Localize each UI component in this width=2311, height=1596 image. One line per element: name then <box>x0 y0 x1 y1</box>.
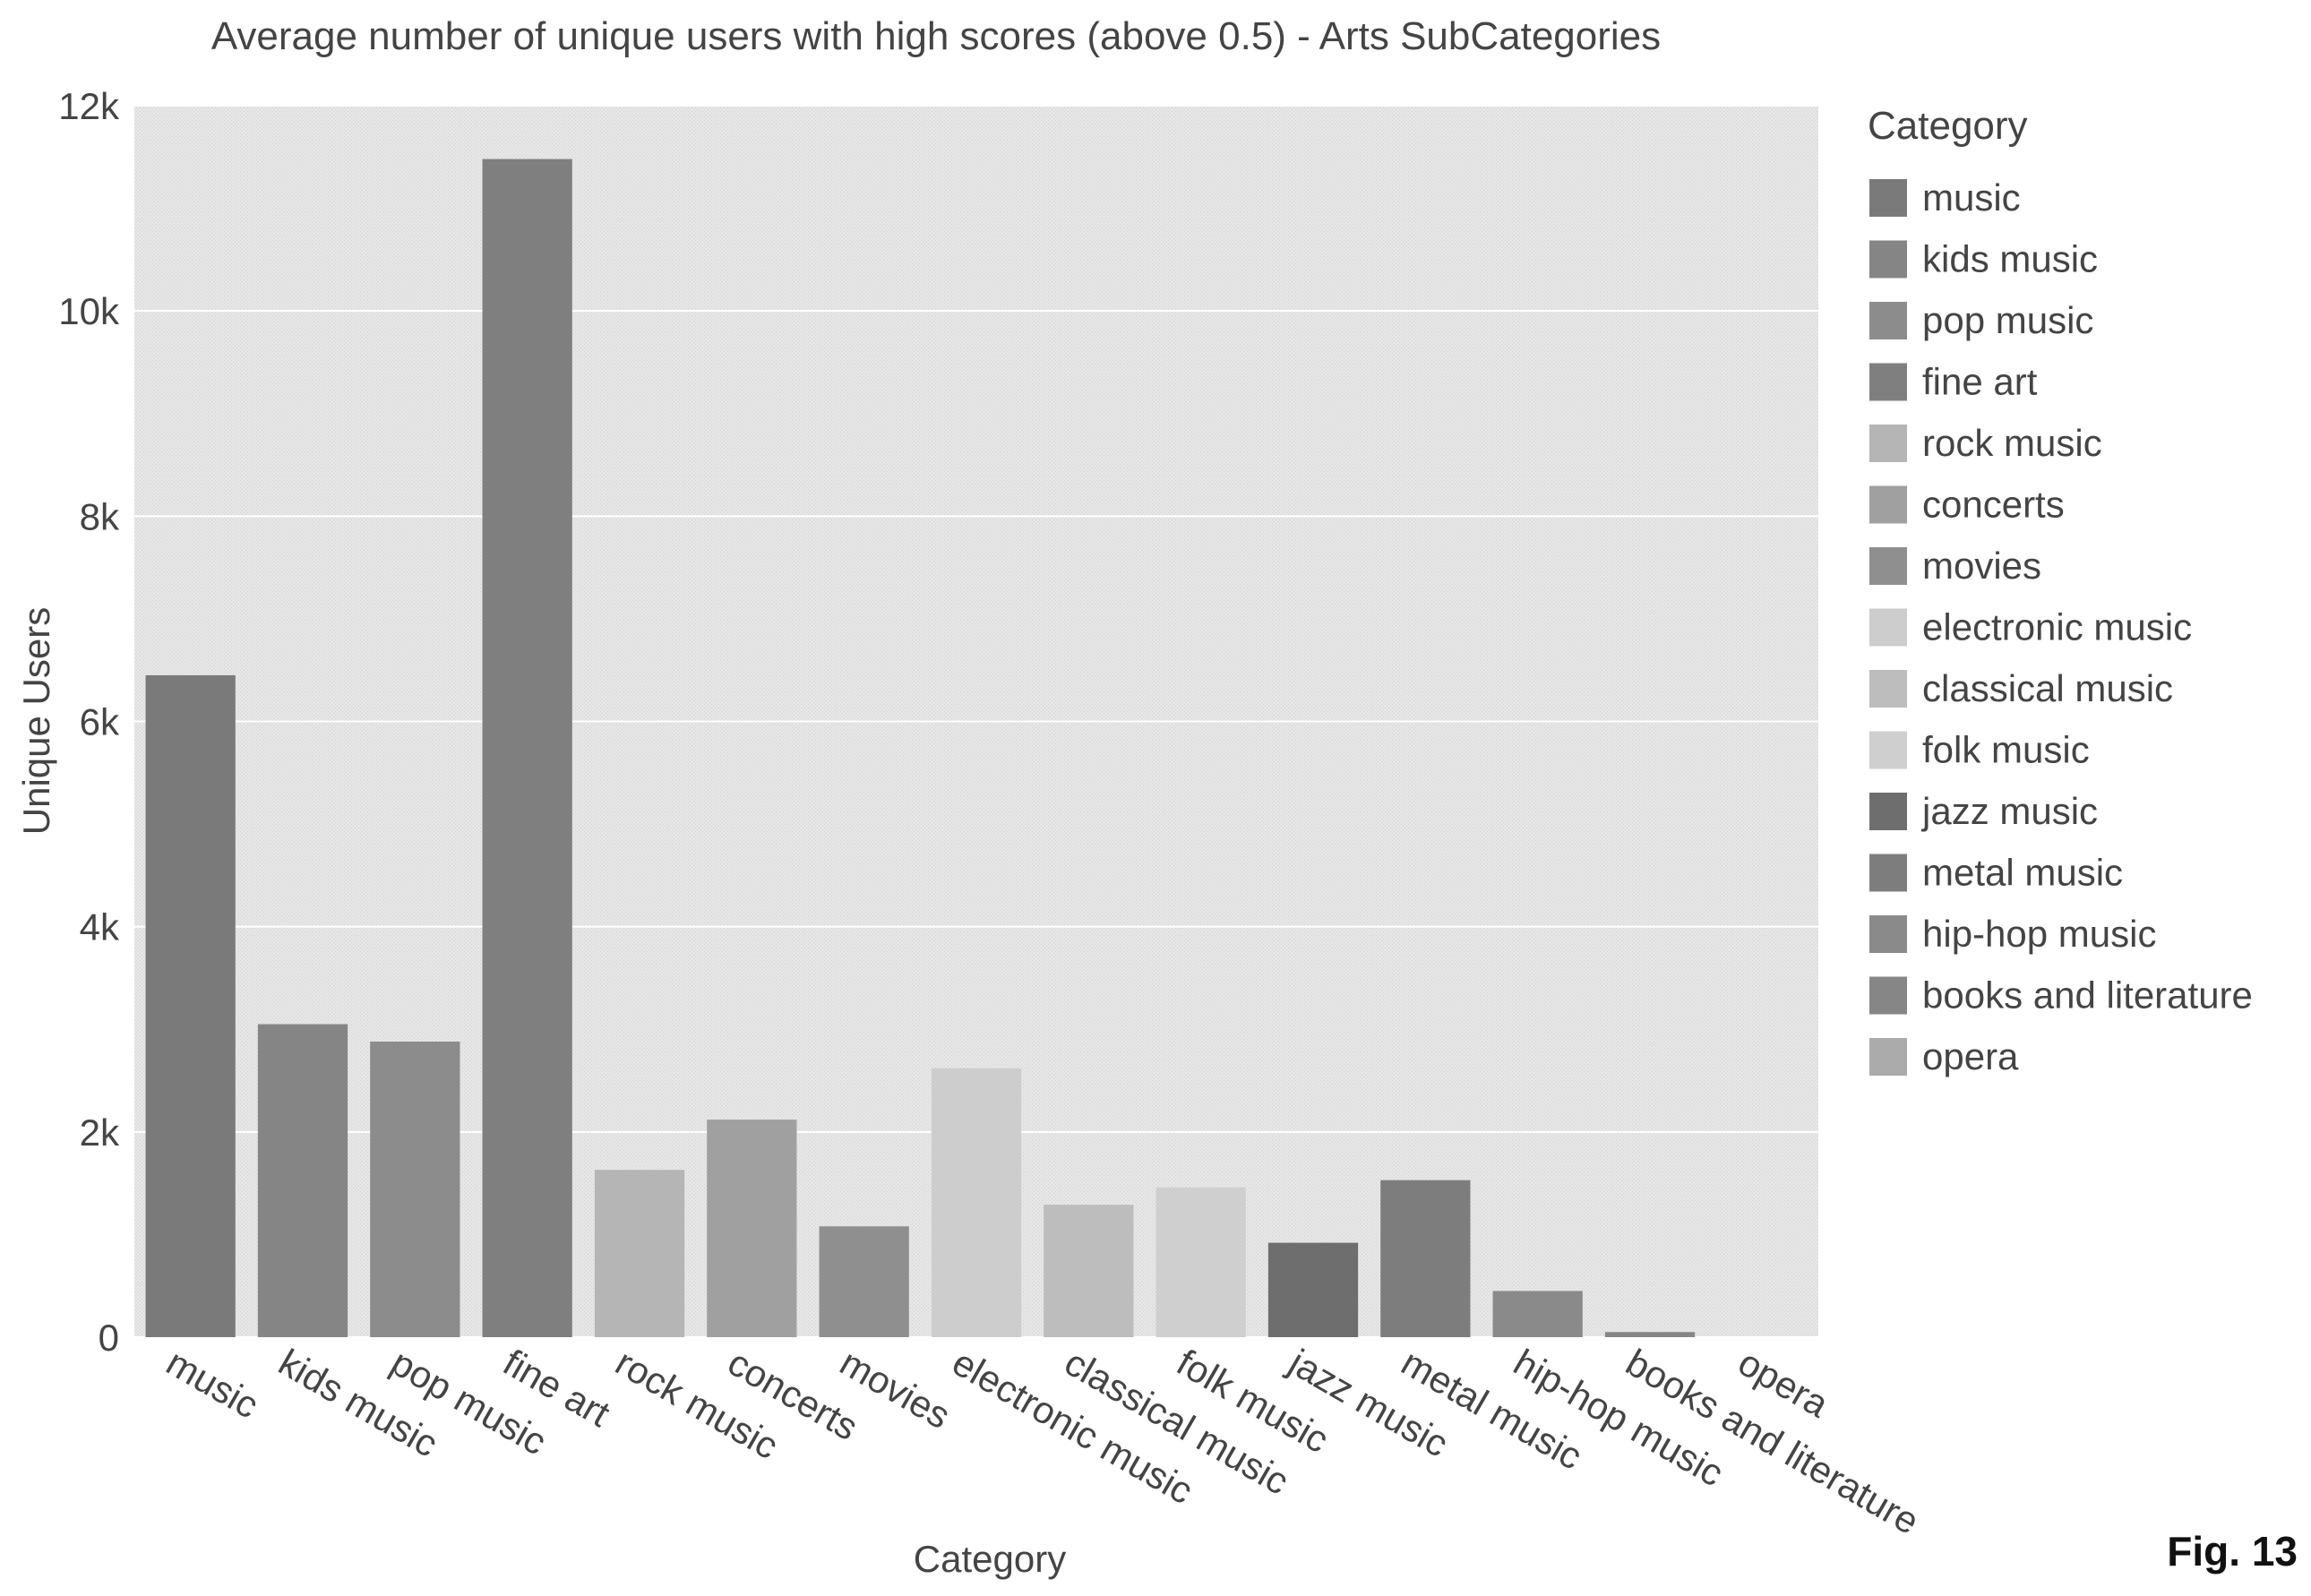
legend-item-label: folk music <box>1922 729 2090 771</box>
bar-books-and-literature <box>1604 1332 1696 1337</box>
legend-swatch <box>1869 302 1907 339</box>
legend-swatch <box>1869 1038 1907 1076</box>
legend-swatch <box>1869 363 1907 401</box>
legend-item-label: electronic music <box>1922 606 2192 648</box>
bar-music <box>145 674 236 1337</box>
legend-swatch <box>1869 976 1907 1015</box>
bar-metal-music <box>1380 1180 1471 1337</box>
bar-movies <box>819 1226 909 1337</box>
legend-item-label: concerts <box>1922 484 2065 526</box>
bar-pop-music <box>370 1042 460 1337</box>
legend-item-label: music <box>1922 176 2021 219</box>
y-tick-label: 2k <box>80 1111 120 1154</box>
legend-item-label: opera <box>1922 1035 2019 1077</box>
legend-item-label: fine art <box>1922 361 2038 403</box>
y-axis-ticks: 0 2k 4k 6k 8k 10k 12k <box>58 85 120 1359</box>
legend-swatch <box>1869 425 1907 462</box>
bar-folk-music <box>1156 1187 1246 1337</box>
legend-item-label: kids music <box>1922 238 2098 280</box>
legend-item-label: rock music <box>1922 422 2102 464</box>
legend-swatch <box>1869 485 1907 524</box>
bar-kids-music <box>257 1024 348 1337</box>
x-tick-label: music <box>159 1341 265 1427</box>
legend-swatch <box>1869 240 1907 279</box>
legend-swatch <box>1869 731 1907 769</box>
legend-swatch <box>1869 915 1907 953</box>
bar-classical-music <box>1044 1205 1134 1337</box>
legend-swatch <box>1869 670 1907 708</box>
y-tick-label: 6k <box>80 701 120 743</box>
bar-jazz-music <box>1267 1242 1359 1337</box>
legend-swatch <box>1869 854 1907 892</box>
legend-title: Category <box>1868 104 2028 148</box>
legend: Category music kids music pop music fine ar… <box>1868 104 2253 1077</box>
figure-label: Fig. 13 <box>2167 1528 2298 1575</box>
bar-hip-hop-music <box>1492 1291 1583 1337</box>
y-tick-label: 4k <box>80 906 120 948</box>
y-tick-label: 10k <box>58 290 120 332</box>
legend-swatch <box>1869 793 1907 830</box>
legend-swatch <box>1869 179 1907 217</box>
legend-item-label: classical music <box>1922 667 2173 709</box>
legend-item-label: pop music <box>1922 299 2093 341</box>
legend-item-label: metal music <box>1922 852 2123 894</box>
y-axis-title: Unique Users <box>15 607 57 835</box>
y-tick-label: 12k <box>58 85 120 127</box>
bar-electronic-music <box>931 1068 1022 1337</box>
legend-item-label: books and literature <box>1922 974 2253 1017</box>
legend-item-label: movies <box>1922 545 2041 587</box>
legend-item-label: jazz music <box>1920 790 2098 832</box>
y-tick-label: 8k <box>80 495 120 537</box>
x-axis-title: Category <box>914 1538 1066 1580</box>
legend-swatch <box>1869 608 1907 647</box>
legend-item-label: hip-hop music <box>1922 913 2156 955</box>
bars <box>145 159 1696 1337</box>
legend-swatch <box>1869 547 1907 585</box>
bar-fine-art <box>482 159 572 1337</box>
y-tick-label: 0 <box>99 1317 119 1359</box>
bar-rock-music <box>594 1170 685 1337</box>
bar-concerts <box>707 1120 797 1337</box>
chart-title: Average number of unique users with high… <box>211 14 1661 58</box>
